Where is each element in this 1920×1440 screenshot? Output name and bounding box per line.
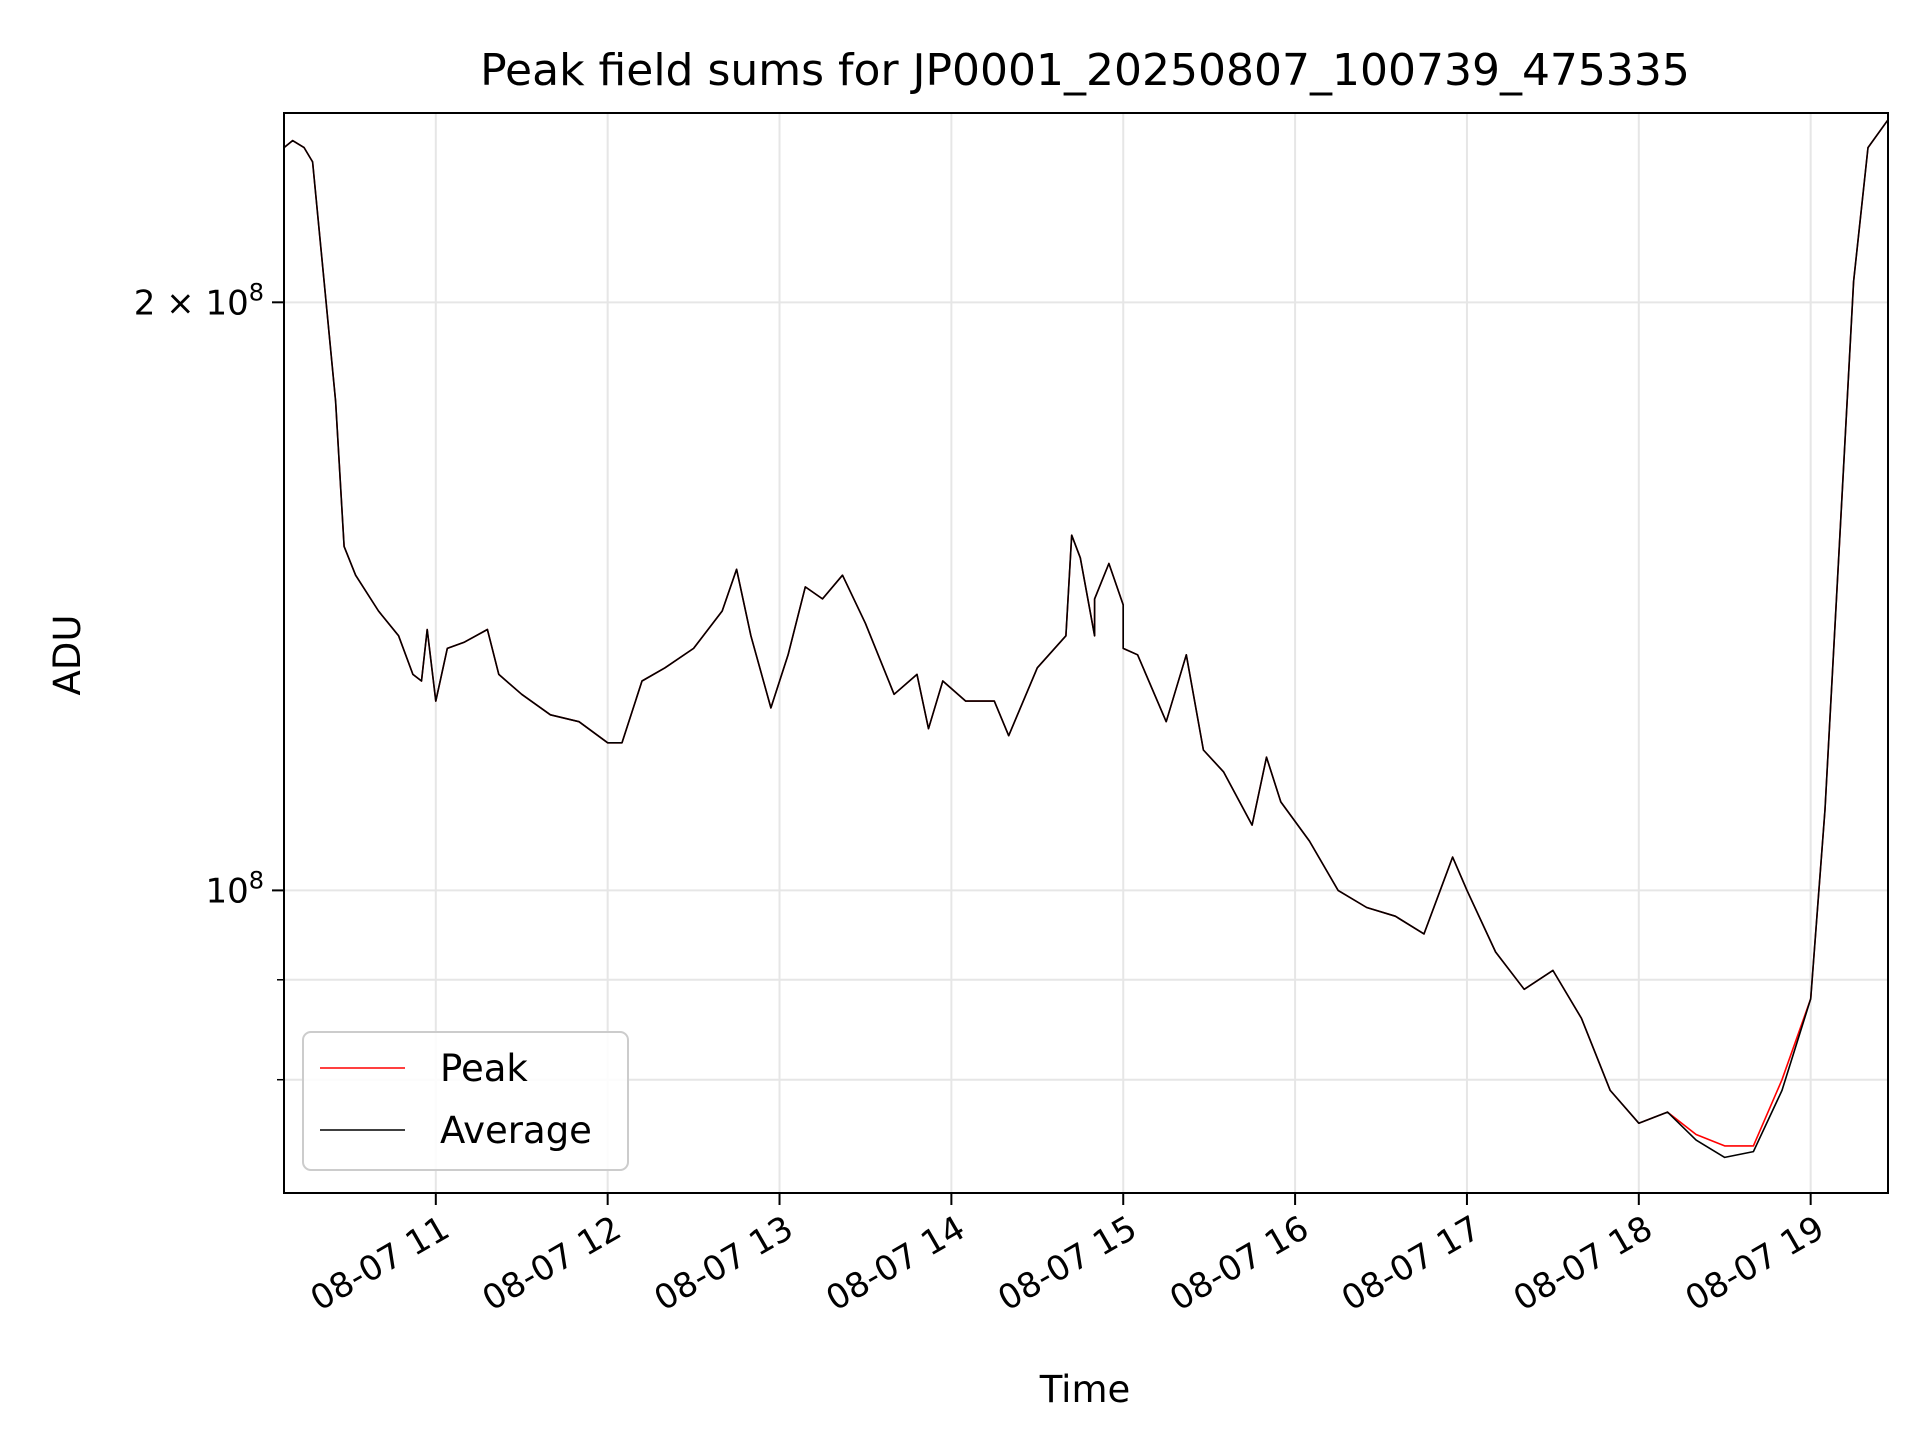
chart-title: Peak field sums for JP0001_20250807_1007… <box>480 45 1690 96</box>
x-axis-label: Time <box>1039 1368 1131 1411</box>
legend-box <box>302 1031 629 1171</box>
grid <box>284 113 1888 1193</box>
legend: Peak Average <box>302 1031 629 1171</box>
legend-label-peak: Peak <box>440 1047 528 1090</box>
y-axis-label: ADU <box>46 615 89 696</box>
plot-frame <box>283 112 1889 1194</box>
y-tick-label: 108 <box>205 866 264 911</box>
series-layer <box>283 119 1889 1159</box>
legend-label-average: Average <box>440 1109 592 1152</box>
y-tick-label: 2 × 108 <box>134 278 264 323</box>
series-line-average <box>283 119 1889 1159</box>
